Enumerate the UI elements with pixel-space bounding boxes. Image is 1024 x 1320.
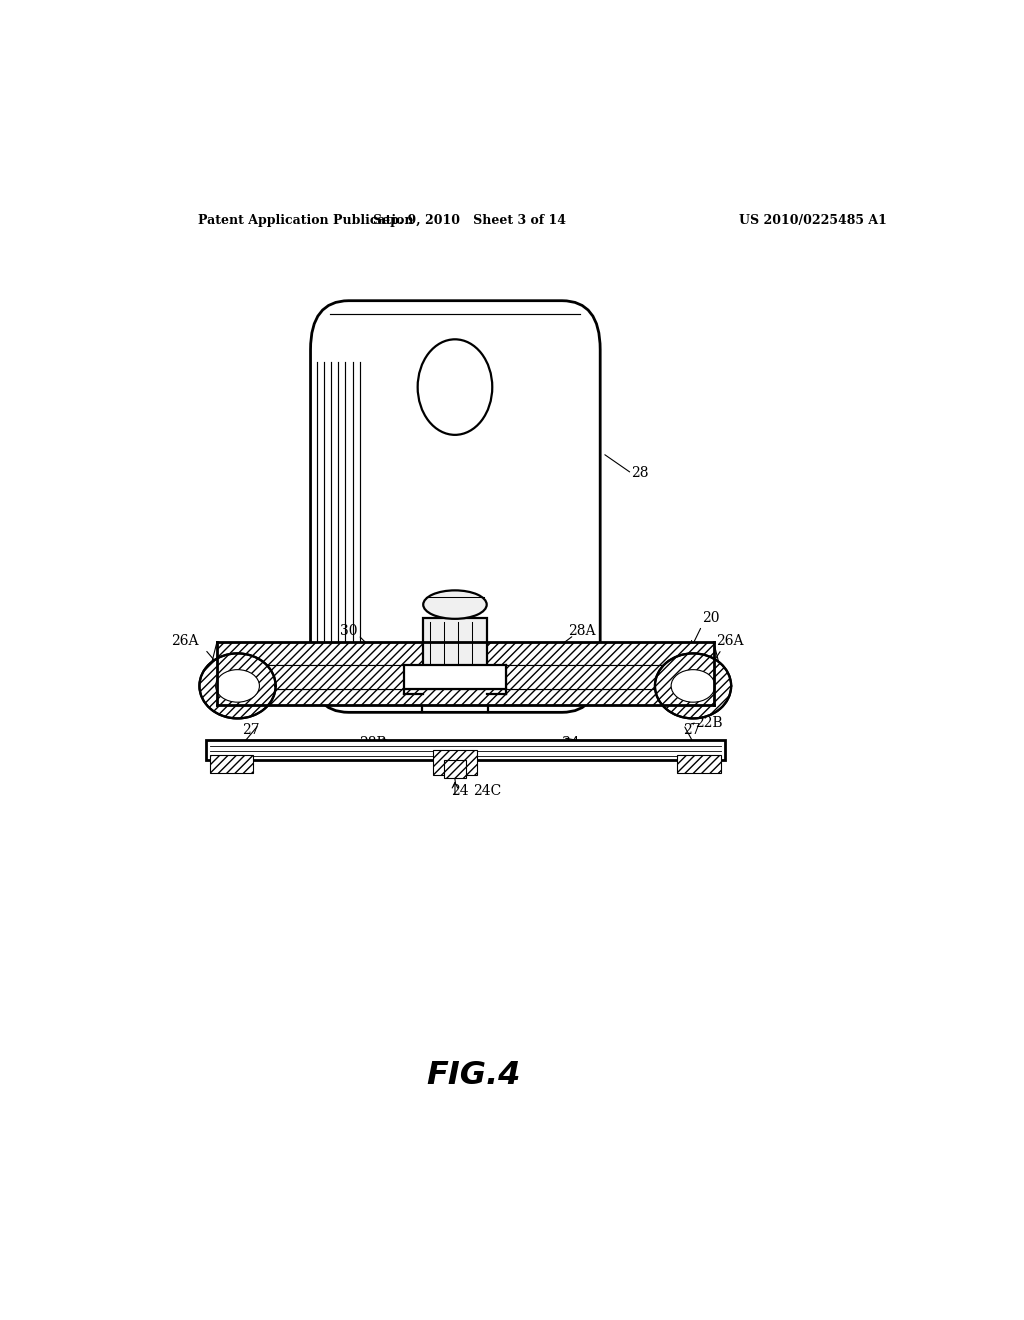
Bar (217, 689, 714, 705)
Bar (210, 755, 253, 774)
Text: US 2010/0225485 A1: US 2010/0225485 A1 (739, 214, 887, 227)
Bar (206, 739, 725, 760)
Bar (423, 618, 486, 673)
Text: 27: 27 (683, 722, 700, 737)
Circle shape (418, 339, 493, 434)
Text: FIG.4: FIG.4 (426, 1060, 520, 1090)
Bar (404, 664, 506, 689)
Text: 30: 30 (340, 624, 357, 638)
Text: 22A: 22A (637, 653, 664, 668)
Ellipse shape (655, 653, 731, 718)
Text: 22B: 22B (695, 715, 723, 730)
Text: 24C: 24C (473, 784, 502, 797)
Text: 26A: 26A (171, 634, 199, 648)
Text: Sep. 9, 2010   Sheet 3 of 14: Sep. 9, 2010 Sheet 3 of 14 (373, 214, 565, 227)
Text: 32: 32 (679, 746, 696, 760)
Text: 26A: 26A (716, 634, 743, 648)
Text: 28A: 28A (568, 624, 596, 638)
Ellipse shape (200, 653, 275, 718)
Text: 24: 24 (451, 784, 469, 797)
Bar (506, 664, 714, 689)
Text: 20: 20 (702, 611, 720, 624)
Ellipse shape (216, 669, 259, 702)
Text: 34: 34 (562, 735, 580, 750)
Text: 28: 28 (631, 466, 648, 480)
Bar (433, 750, 477, 775)
Text: 27: 27 (243, 722, 260, 737)
Ellipse shape (423, 590, 486, 619)
Text: 22: 22 (671, 647, 688, 660)
Ellipse shape (671, 669, 715, 702)
Bar (443, 760, 466, 779)
FancyBboxPatch shape (310, 301, 600, 713)
Text: 32: 32 (243, 746, 260, 760)
Bar (217, 643, 714, 664)
Text: 26B: 26B (602, 657, 630, 672)
Bar (217, 664, 404, 689)
Text: 28B: 28B (358, 735, 386, 750)
Bar (217, 664, 714, 689)
Bar (677, 755, 721, 774)
Text: Patent Application Publication: Patent Application Publication (198, 214, 414, 227)
